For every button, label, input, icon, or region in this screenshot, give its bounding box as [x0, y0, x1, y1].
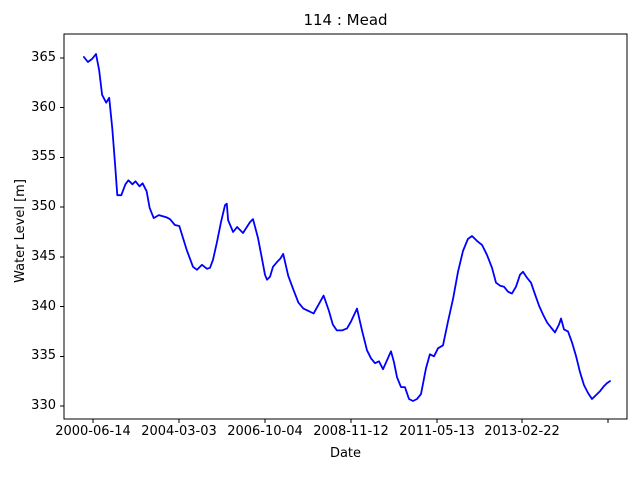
- x-tick-label: 2011-05-13: [399, 424, 475, 439]
- y-tick-label: 350: [31, 199, 56, 215]
- y-tick-label: 340: [31, 298, 56, 314]
- x-axis-ticks: [92, 419, 609, 423]
- x-tick-label: 2004-03-03: [141, 424, 217, 439]
- x-tick-label: 2008-11-12: [313, 424, 389, 439]
- y-tick-label: 360: [31, 99, 56, 115]
- y-tick-label: 355: [31, 149, 56, 165]
- y-tick-label: 335: [31, 348, 56, 364]
- x-tick-label: 2013-02-22: [484, 424, 560, 439]
- y-tick-label: 330: [31, 398, 56, 413]
- plot-border: [63, 33, 628, 420]
- y-tick-label: 365: [31, 50, 56, 65]
- y-tick-label: 345: [31, 248, 56, 264]
- y-axis-ticks: [60, 57, 64, 407]
- water-level-line: [83, 53, 611, 402]
- x-tick-label: 2000-06-14: [55, 424, 131, 439]
- chart-title: 114 : Mead: [303, 11, 388, 29]
- x-tick-label: 2006-10-04: [227, 424, 303, 439]
- x-axis-title: Date: [329, 446, 362, 461]
